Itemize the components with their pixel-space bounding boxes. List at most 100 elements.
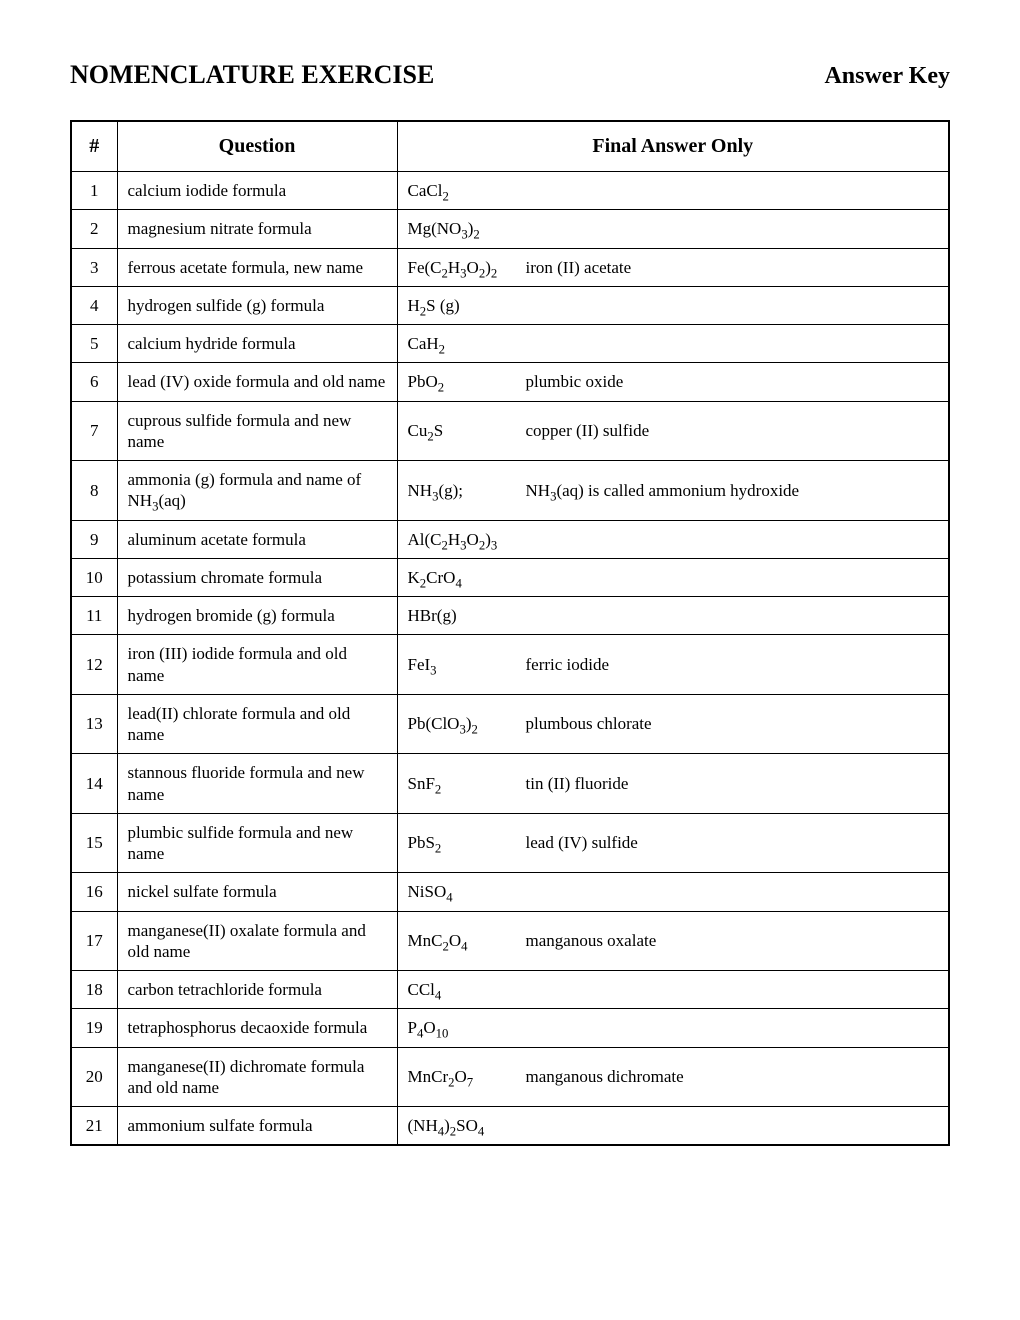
answer-formula: Pb(ClO3)2 bbox=[408, 713, 508, 734]
table-row: 1calcium iodide formula CaCl2 bbox=[71, 172, 949, 210]
table-row: 2magnesium nitrate formulaMg(NO3)2 bbox=[71, 210, 949, 248]
answer-formula: Fe(C2H3O2)2 bbox=[408, 257, 508, 278]
row-question: carbon tetrachloride formula bbox=[117, 971, 397, 1009]
row-answer: CaH2 bbox=[397, 325, 949, 363]
row-question: potassium chromate formula bbox=[117, 558, 397, 596]
row-question: manganese(II) dichromate formula and old… bbox=[117, 1047, 397, 1107]
row-question: stannous fluoride formula and new name bbox=[117, 754, 397, 814]
row-answer: SnF2 tin (II) fluoride bbox=[397, 754, 949, 814]
answer-formula: Cu2S bbox=[408, 420, 508, 441]
answer-formula: H2S (g) bbox=[408, 295, 508, 316]
table-row: 10potassium chromate formulaK2CrO4 bbox=[71, 558, 949, 596]
row-question: lead(II) chlorate formula and old name bbox=[117, 694, 397, 754]
table-row: 16nickel sulfate formula NiSO4 bbox=[71, 873, 949, 911]
row-answer: NH3(g); NH3(aq) is called ammonium hydrox… bbox=[397, 461, 949, 521]
answer-formula: HBr(g) bbox=[408, 605, 508, 626]
answer-formula: CaH2 bbox=[408, 333, 508, 354]
row-number: 2 bbox=[71, 210, 117, 248]
answer-extra: tin (II) fluoride bbox=[526, 773, 629, 794]
row-answer: H2S (g) bbox=[397, 286, 949, 324]
table-row: 14stannous fluoride formula and new name… bbox=[71, 754, 949, 814]
answer-formula: CCl4 bbox=[408, 979, 508, 1000]
table-row: 12iron (III) iodide formula and old name… bbox=[71, 635, 949, 695]
row-answer: PbS2 lead (IV) sulfide bbox=[397, 813, 949, 873]
table-row: 11hydrogen bromide (g) formula HBr(g) bbox=[71, 597, 949, 635]
row-answer: Pb(ClO3)2plumbous chlorate bbox=[397, 694, 949, 754]
row-answer: FeI3 ferric iodide bbox=[397, 635, 949, 695]
answer-extra: manganous oxalate bbox=[526, 930, 657, 951]
row-number: 12 bbox=[71, 635, 117, 695]
col-header-num: # bbox=[71, 121, 117, 172]
row-number: 1 bbox=[71, 172, 117, 210]
row-number: 8 bbox=[71, 461, 117, 521]
answer-formula: NiSO4 bbox=[408, 881, 508, 902]
row-number: 16 bbox=[71, 873, 117, 911]
row-question: nickel sulfate formula bbox=[117, 873, 397, 911]
row-answer: Fe(C2H3O2)2iron (II) acetate bbox=[397, 248, 949, 286]
row-number: 15 bbox=[71, 813, 117, 873]
answer-formula: P4O10 bbox=[408, 1017, 508, 1038]
row-number: 13 bbox=[71, 694, 117, 754]
table-row: 6lead (IV) oxide formula and old namePbO… bbox=[71, 363, 949, 401]
row-question: aluminum acetate formula bbox=[117, 520, 397, 558]
row-number: 3 bbox=[71, 248, 117, 286]
answer-formula: SnF2 bbox=[408, 773, 508, 794]
row-question: calcium iodide formula bbox=[117, 172, 397, 210]
table-row: 18carbon tetrachloride formula CCl4 bbox=[71, 971, 949, 1009]
answer-table: # Question Final Answer Only 1calcium io… bbox=[70, 120, 950, 1146]
answer-extra: ferric iodide bbox=[526, 654, 610, 675]
row-question: magnesium nitrate formula bbox=[117, 210, 397, 248]
row-question: ammonium sulfate formula bbox=[117, 1107, 397, 1146]
row-question: iron (III) iodide formula and old name bbox=[117, 635, 397, 695]
col-header-answer: Final Answer Only bbox=[397, 121, 949, 172]
title-right: Answer Key bbox=[824, 63, 950, 90]
row-number: 6 bbox=[71, 363, 117, 401]
answer-formula: Al(C2H3O2)3 bbox=[408, 529, 508, 550]
row-question: ammonia (g) formula and name of NH3(aq) bbox=[117, 461, 397, 521]
row-answer: PbO2 plumbic oxide bbox=[397, 363, 949, 401]
answer-formula: CaCl2 bbox=[408, 180, 508, 201]
row-answer: Mg(NO3)2 bbox=[397, 210, 949, 248]
answer-formula: MnCr2O7 bbox=[408, 1066, 508, 1087]
col-header-question: Question bbox=[117, 121, 397, 172]
row-answer: CCl4 bbox=[397, 971, 949, 1009]
table-row: 20manganese(II) dichromate formula and o… bbox=[71, 1047, 949, 1107]
row-number: 7 bbox=[71, 401, 117, 461]
answer-extra: plumbic oxide bbox=[526, 371, 624, 392]
row-question: tetraphosphorus decaoxide formula bbox=[117, 1009, 397, 1047]
table-row: 4hydrogen sulfide (g) formula H2S (g) bbox=[71, 286, 949, 324]
answer-formula: (NH4)2SO4 bbox=[408, 1115, 508, 1136]
row-question: cuprous sulfide formula and new name bbox=[117, 401, 397, 461]
row-answer: Al(C2H3O2)3 bbox=[397, 520, 949, 558]
row-answer: P4O10 bbox=[397, 1009, 949, 1047]
table-row: 9aluminum acetate formulaAl(C2H3O2)3 bbox=[71, 520, 949, 558]
table-row: 13lead(II) chlorate formula and old name… bbox=[71, 694, 949, 754]
row-number: 5 bbox=[71, 325, 117, 363]
table-row: 15plumbic sulfide formula and new namePb… bbox=[71, 813, 949, 873]
row-question: hydrogen bromide (g) formula bbox=[117, 597, 397, 635]
row-number: 4 bbox=[71, 286, 117, 324]
table-row: 3ferrous acetate formula, new nameFe(C2H… bbox=[71, 248, 949, 286]
answer-extra: lead (IV) sulfide bbox=[526, 832, 638, 853]
table-row: 21ammonium sulfate formula(NH4)2SO4 bbox=[71, 1107, 949, 1146]
answer-extra: NH3(aq) is called ammonium hydroxide bbox=[526, 480, 800, 501]
row-number: 10 bbox=[71, 558, 117, 596]
row-answer: NiSO4 bbox=[397, 873, 949, 911]
row-question: hydrogen sulfide (g) formula bbox=[117, 286, 397, 324]
answer-formula: PbO2 bbox=[408, 371, 508, 392]
answer-formula: NH3(g); bbox=[408, 480, 508, 501]
table-row: 7cuprous sulfide formula and new name Cu2… bbox=[71, 401, 949, 461]
row-number: 18 bbox=[71, 971, 117, 1009]
table-row: 19tetraphosphorus decaoxide formulaP4O10 bbox=[71, 1009, 949, 1047]
row-question: plumbic sulfide formula and new name bbox=[117, 813, 397, 873]
row-number: 20 bbox=[71, 1047, 117, 1107]
answer-formula: PbS2 bbox=[408, 832, 508, 853]
answer-formula: FeI3 bbox=[408, 654, 508, 675]
row-question: lead (IV) oxide formula and old name bbox=[117, 363, 397, 401]
table-header-row: # Question Final Answer Only bbox=[71, 121, 949, 172]
answer-extra: manganous dichromate bbox=[526, 1066, 684, 1087]
row-answer: CaCl2 bbox=[397, 172, 949, 210]
row-question: calcium hydride formula bbox=[117, 325, 397, 363]
row-number: 11 bbox=[71, 597, 117, 635]
row-answer: (NH4)2SO4 bbox=[397, 1107, 949, 1146]
